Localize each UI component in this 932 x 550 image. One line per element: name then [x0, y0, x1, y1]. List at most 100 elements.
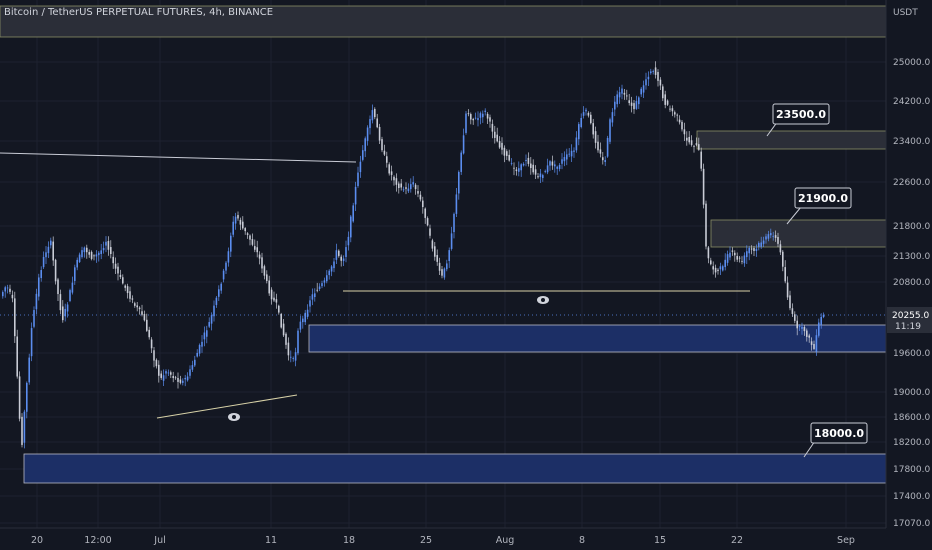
candle [366, 125, 369, 146]
candle [153, 346, 155, 368]
candle [26, 381, 28, 419]
candle [191, 360, 194, 373]
candle [666, 99, 669, 106]
candle [35, 288, 38, 315]
candle [580, 113, 582, 129]
candle [198, 343, 201, 357]
candle [760, 236, 762, 249]
candle [407, 183, 410, 194]
candle [798, 324, 801, 332]
x-tick-label: 18 [343, 535, 355, 546]
candle [95, 250, 98, 263]
candle [100, 243, 102, 260]
candle [218, 285, 220, 301]
candle [479, 111, 482, 125]
x-tick-label: 22 [731, 535, 743, 546]
y-tick-label: 23400.0 [893, 137, 930, 147]
candle [165, 369, 167, 379]
candle [688, 131, 690, 145]
candle [611, 108, 614, 127]
candle [707, 246, 710, 264]
candle [261, 252, 263, 274]
candle [693, 144, 695, 153]
time-axis[interactable] [0, 528, 886, 550]
last-price-badge: 20255.0 11:19 [887, 307, 932, 333]
candle [38, 273, 40, 301]
candle [40, 266, 42, 282]
candle [767, 230, 770, 242]
candle [297, 328, 299, 356]
candle [676, 113, 678, 122]
trendline-ascending [156, 394, 298, 419]
candle [230, 232, 232, 258]
candle [304, 309, 306, 326]
candle [695, 137, 698, 147]
candle [582, 106, 585, 119]
candle [686, 131, 688, 146]
candle [700, 147, 702, 172]
eye-icon[interactable] [537, 296, 549, 304]
candle [376, 113, 378, 129]
candle [292, 356, 294, 362]
candle [6, 284, 9, 294]
candle [388, 162, 390, 176]
candle [561, 153, 563, 170]
candle [743, 252, 746, 267]
callout-18000: 18000.0 [803, 422, 868, 458]
candle [215, 295, 218, 308]
candle [268, 275, 270, 296]
candle [736, 252, 738, 263]
y-axis-ticks: 25000.0 24200.0 23400.0 22600.0 21800.0 21300… [893, 58, 930, 529]
price-axis[interactable] [886, 0, 932, 528]
candle [681, 119, 683, 132]
candle [731, 247, 734, 256]
candle [414, 183, 417, 195]
candle [794, 311, 796, 324]
y-tick-label: 19600.0 [893, 349, 930, 359]
candle [515, 167, 518, 176]
candle [486, 112, 489, 125]
candle [429, 224, 431, 239]
candle [311, 288, 314, 306]
candle [678, 115, 681, 125]
candle [777, 232, 779, 248]
candle [266, 270, 268, 284]
candle [162, 369, 165, 387]
candle [4, 285, 6, 298]
candle [314, 288, 316, 302]
candle [674, 110, 676, 118]
candle [45, 246, 47, 264]
candle [616, 90, 618, 108]
candle [554, 160, 556, 173]
candle [436, 249, 438, 266]
candle [345, 240, 347, 263]
candle [578, 122, 580, 146]
candle [772, 231, 774, 241]
candle [566, 148, 568, 166]
candle [182, 378, 184, 386]
candle [755, 244, 758, 257]
candle [806, 328, 808, 342]
candle [328, 269, 330, 280]
candle [184, 374, 186, 387]
candle [186, 372, 189, 382]
candle [160, 370, 162, 380]
candle [206, 325, 208, 344]
candle [273, 291, 275, 303]
candle [105, 236, 107, 253]
candle [102, 241, 105, 254]
candle [107, 236, 110, 256]
y-tick-label: 17400.0 [893, 492, 930, 502]
candle [378, 123, 381, 144]
candle [630, 96, 633, 113]
eye-icon[interactable] [228, 413, 240, 421]
candle [383, 144, 386, 156]
candle [143, 310, 146, 322]
candles [2, 61, 825, 449]
candle [326, 270, 328, 284]
candle [786, 276, 789, 301]
candle [141, 304, 143, 317]
y-tick-label: 19000.0 [893, 388, 930, 398]
candle [657, 69, 659, 87]
